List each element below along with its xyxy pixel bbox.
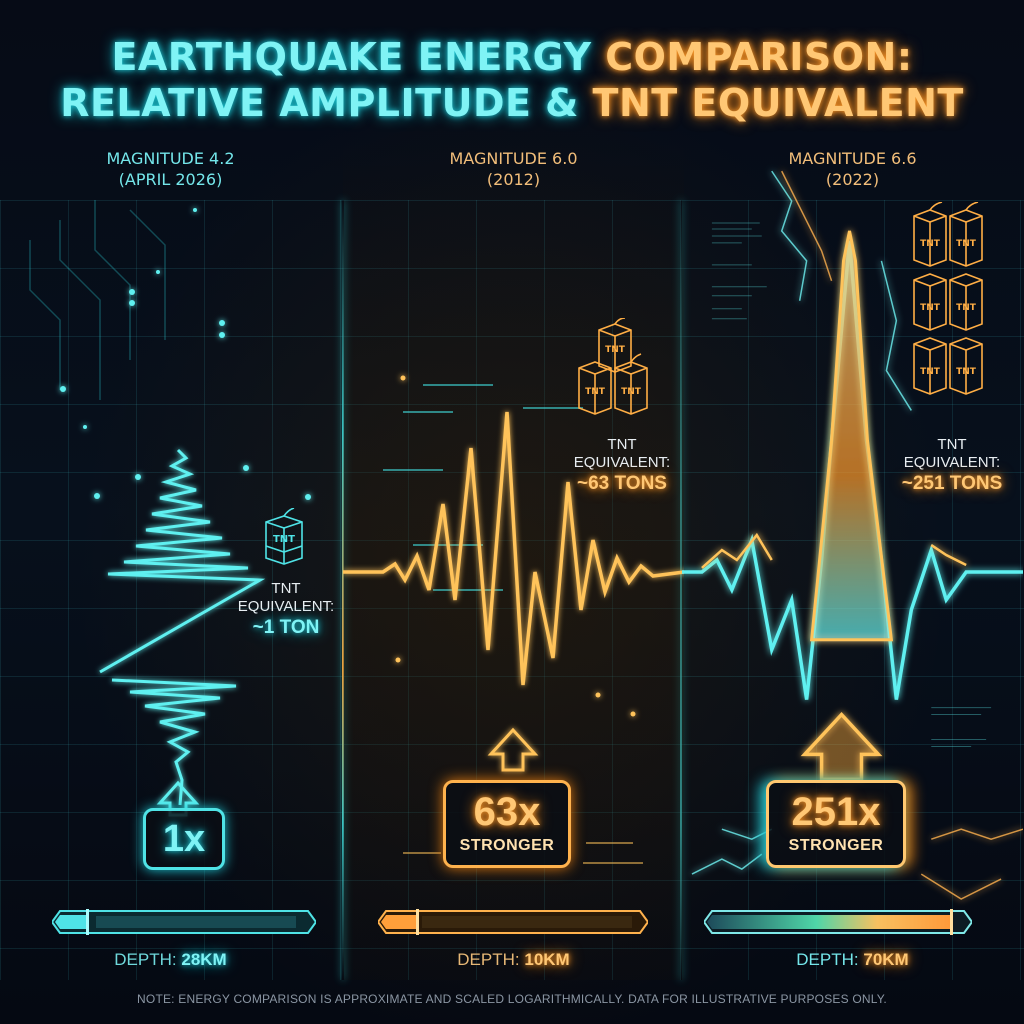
date-label: (2012) [486,170,541,189]
svg-text:TNT: TNT [585,387,606,397]
multiplier-caption: STRONGER [788,837,884,854]
page-title: EARTHQUAKE ENERGY COMPARISON: RELATIVE A… [0,34,1024,126]
depth-label: DEPTH: 10KM [343,950,684,970]
title-part-tnt: TNT EQUIVALENT [592,81,964,125]
date-label: (2022) [825,170,880,189]
multiplier-badge: 251x STRONGER [766,780,906,868]
panel-magnitude-6-0: MAGNITUDE 6.0 (2012) [343,140,684,980]
tnt-stack-icon: TNT TNT TNT [578,318,648,415]
magnitude-heading: MAGNITUDE 4.2 (APRIL 2026) [0,148,341,190]
svg-text:TNT: TNT [273,534,295,545]
magnitude-label: MAGNITUDE 4.2 [106,149,235,168]
title-part-energy: EARTHQUAKE ENERGY [111,35,592,79]
panel-divider [342,200,344,980]
seismic-waveform [0,200,341,908]
depth-value: 70KM [863,950,909,969]
multiplier-value: 1x [162,818,206,860]
depth-prefix: DEPTH: [457,950,520,969]
depth-prefix: DEPTH: [114,950,177,969]
tnt-value: ~1 TON [252,617,320,638]
title-line-1: EARTHQUAKE ENERGY COMPARISON: [0,34,1024,80]
multiplier-badge: 63x STRONGER [443,780,571,868]
title-part-amplitude: RELATIVE AMPLITUDE & [60,81,579,125]
depth-gauge [702,909,974,935]
footnote: NOTE: ENERGY COMPARISON IS APPROXIMATE A… [137,992,887,1006]
svg-text:TNT: TNT [605,345,626,355]
panel-divider [680,200,682,980]
depth-value: 10KM [524,950,570,969]
svg-text:TNT: TNT [920,367,941,377]
svg-text:TNT: TNT [920,239,941,249]
multiplier-caption: STRONGER [459,837,555,854]
depth-label: DEPTH: 70KM [682,950,1023,970]
svg-text:TNT: TNT [920,303,941,313]
depth-prefix: DEPTH: [796,950,859,969]
tnt-label: EQUIVALENT: [573,454,671,471]
magnitude-label: MAGNITUDE 6.6 [788,149,917,168]
tnt-equivalent: TNT EQUIVALENT: ~251 TONS [892,436,1012,496]
tnt-label: TNT [937,436,967,453]
magnitude-heading: MAGNITUDE 6.0 (2012) [343,148,684,190]
panel-magnitude-6-6: MAGNITUDE 6.6 (2022) [682,140,1023,980]
tnt-value: ~251 TONS [901,473,1003,494]
tnt-equivalent: TNT EQUIVALENT: ~63 TONS [565,436,679,496]
magnitude-heading: MAGNITUDE 6.6 (2022) [682,148,1023,190]
seismic-waveform [682,170,1023,907]
tnt-label: TNT [271,580,301,597]
svg-text:TNT: TNT [956,303,977,313]
multiplier-value: 251x [791,790,881,834]
magnitude-label: MAGNITUDE 6.0 [449,149,578,168]
multiplier-badge: 1x [143,808,225,870]
date-label: (APRIL 2026) [118,170,223,189]
tnt-stack-icon: TNT TNT TNT TNT TNT TNT [913,202,983,395]
depth-label: DEPTH: 28KM [0,950,341,970]
seismic-waveform [343,375,684,908]
svg-text:TNT: TNT [956,367,977,377]
title-part-comparison: COMPARISON: [605,35,913,79]
depth-gauge [376,909,650,935]
tnt-value: ~63 TONS [577,473,667,494]
title-line-2: RELATIVE AMPLITUDE & TNT EQUIVALENT [0,80,1024,126]
svg-text:TNT: TNT [956,239,977,249]
svg-text:TNT: TNT [621,387,642,397]
depth-value: 28KM [181,950,227,969]
tnt-equivalent: TNT EQUIVALENT: ~1 TON [234,580,338,640]
tnt-label: TNT [607,436,637,453]
depth-gauge [50,909,318,935]
tnt-label: EQUIVALENT: [237,598,335,615]
multiplier-value: 63x [473,790,541,834]
tnt-label: EQUIVALENT: [903,454,1001,471]
panel-magnitude-4-2: MAGNITUDE 4.2 (APRIL 2026) [0,140,341,980]
tnt-icon: TNT [265,508,303,565]
